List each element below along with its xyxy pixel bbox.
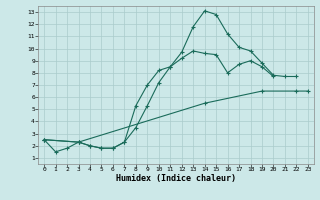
X-axis label: Humidex (Indice chaleur): Humidex (Indice chaleur) — [116, 174, 236, 183]
